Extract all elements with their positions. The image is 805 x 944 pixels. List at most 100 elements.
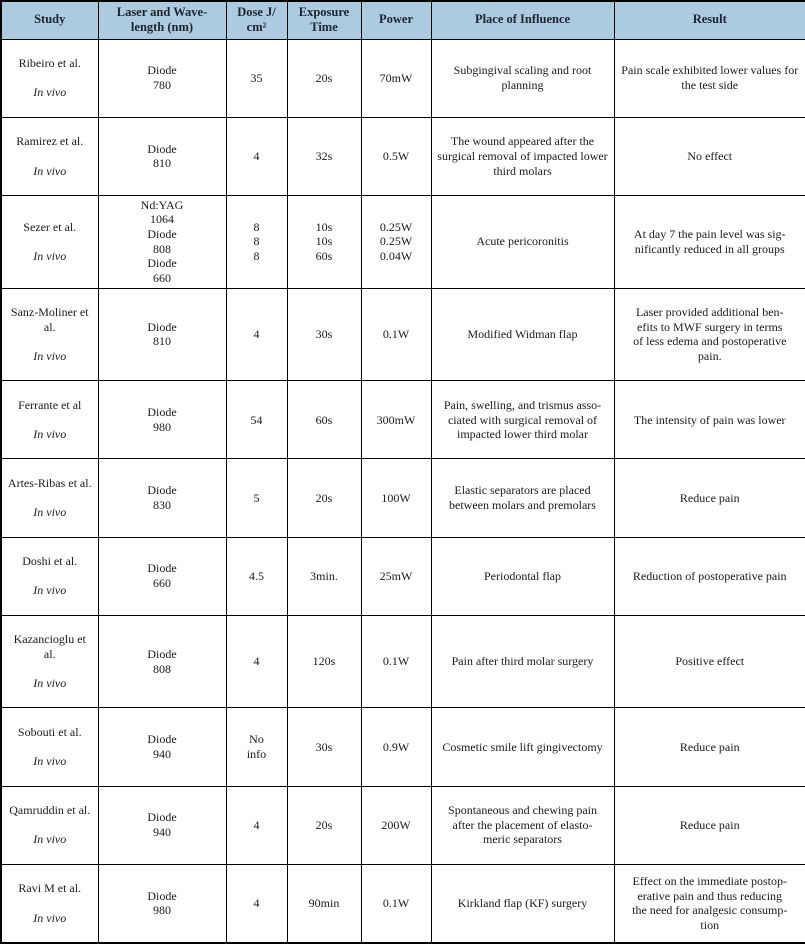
table-row: Qamruddin et al. In vivo Diode 940 4 20s… bbox=[0, 785, 805, 865]
study-cell: Sobouti et al. In vivo bbox=[0, 707, 99, 787]
result-cell: Reduce pain bbox=[613, 785, 805, 865]
place-of-influence-cell: Pain, swelling, and trismus asso- ciated… bbox=[430, 380, 615, 460]
study-cell: Ravi M et al. In vivo bbox=[0, 863, 99, 944]
study-in-vivo-note: In vivo bbox=[33, 832, 67, 847]
dose-cell: No info bbox=[225, 707, 288, 787]
power-cell: 0.1W bbox=[360, 287, 432, 382]
study-in-vivo-note: In vivo bbox=[33, 754, 67, 769]
study-cell: Sezer et al. In vivo bbox=[0, 194, 99, 289]
header-row: Study Laser and Wave- length (nm) Dose J… bbox=[0, 0, 805, 40]
dose-cell: 54 bbox=[225, 380, 288, 460]
column-header-exposure-time: Exposure Time bbox=[286, 0, 362, 40]
dose-cell: 4.5 bbox=[225, 536, 288, 616]
dose-cell: 4 bbox=[225, 614, 288, 709]
result-cell: No effect bbox=[613, 116, 805, 196]
exposure-time-cell: 20s bbox=[286, 458, 362, 538]
exposure-time-cell: 32s bbox=[286, 116, 362, 196]
power-cell: 0.9W bbox=[360, 707, 432, 787]
study-cell: Kazancioglu et al. In vivo bbox=[0, 614, 99, 709]
study-cell: Ferrante et al In vivo bbox=[0, 380, 99, 460]
table-row: Artes-Ribas et al. In vivo Diode 830 5 2… bbox=[0, 458, 805, 538]
laser-wavelength-cell: Diode 660 bbox=[97, 536, 227, 616]
table-row: Ribeiro et al. In vivo Diode 780 35 20s … bbox=[0, 38, 805, 118]
place-of-influence-cell: Cosmetic smile lift gingivectomy bbox=[430, 707, 615, 787]
result-cell: At day 7 the pain level was sig- nifican… bbox=[613, 194, 805, 289]
study-name: Qamruddin et al. bbox=[9, 803, 91, 818]
laser-wavelength-cell: Diode 980 bbox=[97, 380, 227, 460]
place-of-influence-cell: Elastic separators are placed between mo… bbox=[430, 458, 615, 538]
study-in-vivo-note: In vivo bbox=[33, 583, 67, 598]
table-row: Doshi et al. In vivo Diode 660 4.5 3min.… bbox=[0, 536, 805, 616]
result-cell: Positive effect bbox=[613, 614, 805, 709]
power-cell: 25mW bbox=[360, 536, 432, 616]
study-cell: Doshi et al. In vivo bbox=[0, 536, 99, 616]
study-name: Ribeiro et al. bbox=[18, 56, 81, 71]
column-header-laser-wavelength: Laser and Wave- length (nm) bbox=[97, 0, 227, 40]
result-cell: Effect on the immediate postop- erative … bbox=[613, 863, 805, 944]
power-cell: 0.5W bbox=[360, 116, 432, 196]
place-of-influence-cell: Subgingival scaling and root planning bbox=[430, 38, 615, 118]
study-name: Kazancioglu et al. bbox=[13, 632, 86, 661]
table-body: Ribeiro et al. In vivo Diode 780 35 20s … bbox=[0, 38, 805, 944]
power-cell: 0.1W bbox=[360, 863, 432, 944]
laser-wavelength-cell: Diode 810 bbox=[97, 116, 227, 196]
laser-wavelength-cell: Diode 830 bbox=[97, 458, 227, 538]
laser-wavelength-cell: Diode 780 bbox=[97, 38, 227, 118]
study-name: Doshi et al. bbox=[22, 554, 78, 569]
study-in-vivo-note: In vivo bbox=[33, 349, 67, 363]
exposure-time-cell: 20s bbox=[286, 38, 362, 118]
study-name: Ramirez et al. bbox=[16, 134, 84, 149]
result-cell: Reduce pain bbox=[613, 707, 805, 787]
place-of-influence-cell: The wound appeared after the surgical re… bbox=[430, 116, 615, 196]
place-of-influence-cell: Acute pericoronitis bbox=[430, 194, 615, 289]
study-cell: Ribeiro et al. In vivo bbox=[0, 38, 99, 118]
laser-wavelength-cell: Diode 810 bbox=[97, 287, 227, 382]
laser-wavelength-cell: Diode 940 bbox=[97, 707, 227, 787]
dose-cell: 4 bbox=[225, 116, 288, 196]
power-cell: 0.1W bbox=[360, 614, 432, 709]
laser-wavelength-cell: Nd:YAG 1064 Diode 808 Diode 660 bbox=[97, 194, 227, 289]
column-header-place-of-influence: Place of Influence bbox=[430, 0, 615, 40]
exposure-time-cell: 30s bbox=[286, 287, 362, 382]
exposure-time-cell: 20s bbox=[286, 785, 362, 865]
exposure-time-cell: 60s bbox=[286, 380, 362, 460]
power-cell: 0.25W 0.25W 0.04W bbox=[360, 194, 432, 289]
place-of-influence-cell: Periodontal flap bbox=[430, 536, 615, 616]
study-name: Sezer et al. bbox=[23, 219, 77, 234]
study-in-vivo-note: In vivo bbox=[33, 505, 67, 520]
result-cell: Reduction of postoperative pain bbox=[613, 536, 805, 616]
table-row: Sezer et al. In vivo Nd:YAG 1064 Diode 8… bbox=[0, 194, 805, 289]
laser-wavelength-cell: Diode 808 bbox=[97, 614, 227, 709]
study-cell: Sanz-Moliner et al. In vivo bbox=[0, 287, 99, 382]
place-of-influence-cell: Kirkland flap (KF) surgery bbox=[430, 863, 615, 944]
study-in-vivo-note: In vivo bbox=[33, 163, 67, 178]
table-row: Ferrante et al In vivo Diode 980 54 60s … bbox=[0, 380, 805, 460]
column-header-study: Study bbox=[0, 0, 99, 40]
column-header-dose: Dose J/ cm² bbox=[225, 0, 288, 40]
dose-cell: 5 bbox=[225, 458, 288, 538]
table-row: Sanz-Moliner et al. In vivo Diode 810 4 … bbox=[0, 287, 805, 382]
study-in-vivo-note: In vivo bbox=[33, 676, 67, 691]
table-row: Ramirez et al. In vivo Diode 810 4 32s 0… bbox=[0, 116, 805, 196]
study-in-vivo-note: In vivo bbox=[33, 85, 67, 100]
power-cell: 300mW bbox=[360, 380, 432, 460]
table-row: Kazancioglu et al. In vivo Diode 808 4 1… bbox=[0, 614, 805, 709]
study-cell: Artes-Ribas et al. In vivo bbox=[0, 458, 99, 538]
result-cell: Laser provided additional ben- efits to … bbox=[613, 287, 805, 382]
study-cell: Qamruddin et al. In vivo bbox=[0, 785, 99, 865]
place-of-influence-cell: Modified Widman flap bbox=[430, 287, 615, 382]
dose-cell: 4 bbox=[225, 785, 288, 865]
result-cell: Pain scale exhibited lower values for th… bbox=[613, 38, 805, 118]
dose-cell: 8 8 8 bbox=[225, 194, 288, 289]
table-row: Ravi M et al. In vivo Diode 980 4 90min … bbox=[0, 863, 805, 944]
power-cell: 200W bbox=[360, 785, 432, 865]
exposure-time-cell: 30s bbox=[286, 707, 362, 787]
dose-cell: 4 bbox=[225, 287, 288, 382]
study-name: Ferrante et al bbox=[18, 397, 82, 412]
exposure-time-cell: 10s 10s 60s bbox=[286, 194, 362, 289]
column-header-result: Result bbox=[613, 0, 805, 40]
column-header-power: Power bbox=[360, 0, 432, 40]
result-cell: Reduce pain bbox=[613, 458, 805, 538]
